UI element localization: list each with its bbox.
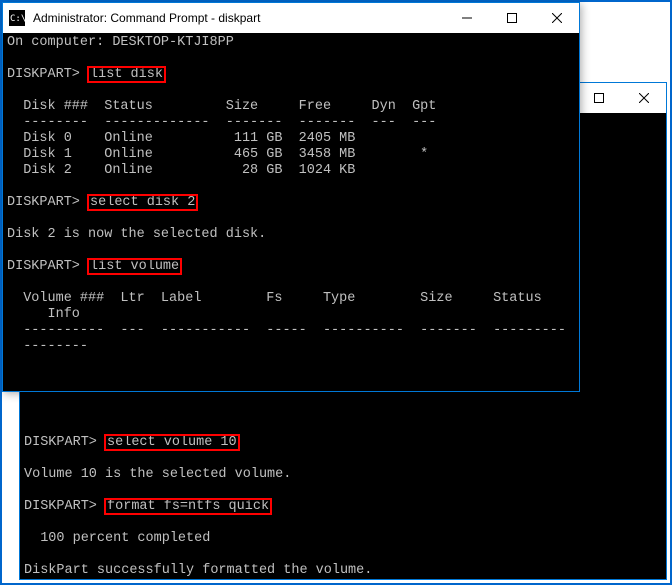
window-controls — [444, 3, 579, 33]
cmd-window-front: C:\ Administrator: Command Prompt - disk… — [2, 2, 580, 392]
table-header: Info — [7, 307, 80, 322]
maximize-button[interactable] — [489, 3, 534, 33]
table-header: Disk ### Status Size Free Dyn Gpt — [7, 99, 436, 114]
prompt: DISKPART> — [24, 435, 105, 450]
cmd-list-disk: list disk — [88, 67, 165, 82]
close-button[interactable] — [534, 3, 579, 33]
out: Volume 10 is the selected volume. — [24, 467, 291, 482]
minimize-button[interactable] — [444, 3, 489, 33]
table-row: Disk 0 Online 111 GB 2405 MB — [7, 131, 355, 146]
svg-text:C:\: C:\ — [10, 14, 25, 24]
terminal-front[interactable]: On computer: DESKTOP-KTJI8PP DISKPART> l… — [3, 33, 579, 391]
prompt: DISKPART> — [7, 67, 88, 82]
titlebar-front[interactable]: C:\ Administrator: Command Prompt - disk… — [3, 3, 579, 33]
out: DiskPart successfully formatted the volu… — [24, 563, 372, 578]
cmd-select-disk: select disk 2 — [88, 195, 197, 210]
cmd-select-volume: select volume 10 — [105, 435, 239, 450]
cmd-list-volume: list volume — [88, 259, 181, 274]
canvas: DISKPART> select volume 10 Volume 10 is … — [0, 0, 672, 585]
table-sep: -------- — [7, 339, 88, 354]
table-sep: ---------- --- ----------- ----- -------… — [7, 323, 566, 338]
prompt: DISKPART> — [7, 195, 88, 210]
table-row: Disk 2 Online 28 GB 1024 KB — [7, 163, 355, 178]
table-header: Volume ### Ltr Label Fs Type Size Status — [7, 291, 542, 306]
out: Disk 2 is now the selected disk. — [7, 227, 266, 242]
cmd-format: format fs=ntfs quick — [105, 499, 271, 514]
table-sep: -------- ------------- ------- ------- -… — [7, 115, 436, 130]
prompt: DISKPART> — [7, 259, 88, 274]
window-title-front: Administrator: Command Prompt - diskpart — [31, 11, 444, 25]
out: 100 percent completed — [24, 531, 210, 546]
cmd-icon: C:\ — [9, 10, 25, 26]
maximize-button[interactable] — [576, 83, 621, 113]
close-button[interactable] — [621, 83, 666, 113]
out: On computer: DESKTOP-KTJI8PP — [7, 35, 234, 50]
prompt: DISKPART> — [24, 499, 105, 514]
table-row: Disk 1 Online 465 GB 3458 MB * — [7, 147, 428, 162]
